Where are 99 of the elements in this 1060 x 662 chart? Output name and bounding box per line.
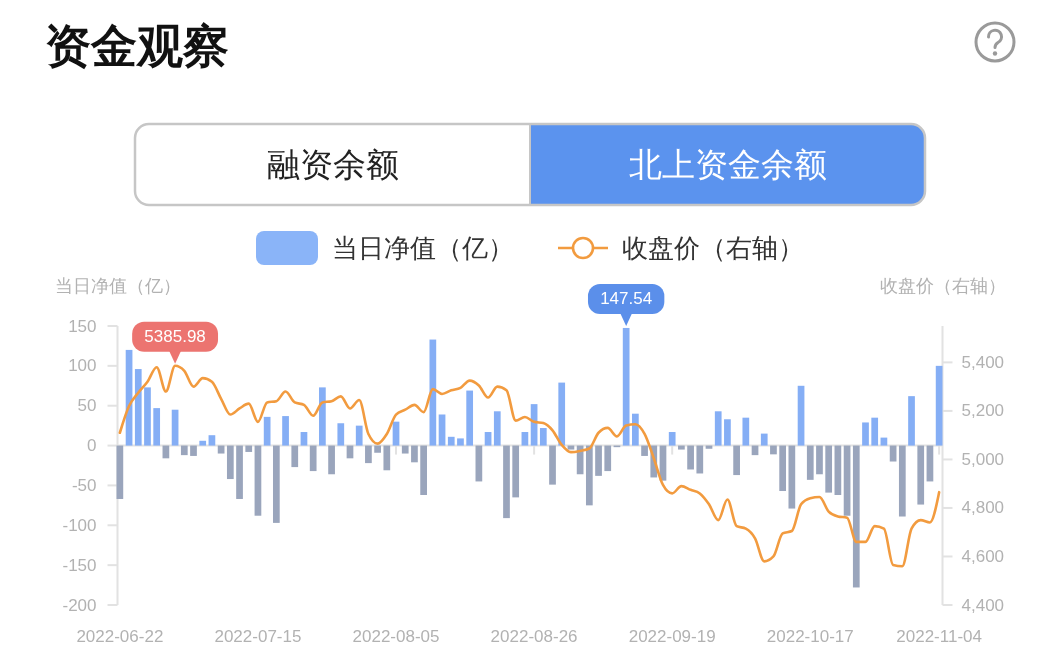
bar [549,445,556,485]
bar [401,445,409,454]
bar [300,432,308,446]
bar [447,436,455,446]
bar [457,438,464,446]
bar [208,435,216,446]
bar [668,432,676,446]
bar [935,365,943,446]
bar [862,422,869,446]
bar [180,445,188,456]
bar [429,339,437,446]
bar [898,445,906,517]
y-tick-label: 150 [68,316,97,336]
bar [760,433,768,446]
x-tick-label: 2022-08-26 [490,626,578,646]
bar [171,409,179,446]
x-tick-label: 2022-10-17 [766,626,854,646]
x-tick-label: 2022-11-04 [896,626,982,646]
y-axis-title: 当日净值（亿） [54,276,181,296]
bar [742,417,750,446]
bar [337,423,345,446]
y2-axis-title: 收盘价（右轴） [879,276,1006,296]
bar [558,382,566,446]
bar [503,445,510,519]
bar [319,387,326,446]
x-tick-label: 2022-06-22 [76,626,164,646]
bar [226,445,234,480]
bar [595,445,602,476]
bar [687,445,694,470]
bar [889,445,897,462]
bar [245,445,253,452]
bar [917,445,925,505]
bar [641,445,648,456]
bar [714,411,722,446]
bar [466,390,474,446]
bar [291,445,299,468]
bar [272,445,280,523]
chart-title: 资金观察 [45,20,229,72]
y-tick-label: -50 [71,475,97,495]
bar [328,445,335,475]
bar [825,445,833,493]
bar [788,445,796,509]
y-tick-label: 50 [77,396,97,416]
y2-tick-label: 5,200 [961,401,1005,421]
bar [493,411,501,446]
bar [383,445,391,471]
text: 北上资金余额 [628,146,827,183]
bar [797,385,805,446]
bar [236,445,243,499]
bar [374,445,381,453]
bar [696,445,704,474]
bar [190,445,197,456]
bar [678,445,685,450]
y-tick-label: -100 [62,515,97,535]
bar [806,445,814,480]
y-tick-label: -150 [62,555,97,575]
bar [770,445,777,455]
x-tick-label: 2022-09-19 [628,626,716,646]
bar [585,445,593,506]
data-label: 147.54 [600,289,653,309]
text: 融资余额 [266,146,399,183]
bar [779,445,787,492]
y2-tick-label: 4,600 [961,546,1005,566]
bar [153,408,161,446]
bar [411,445,418,463]
bar [871,417,879,446]
y-tick-label: 0 [87,436,97,456]
bar [365,445,372,464]
y2-tick-label: 5,000 [961,449,1005,469]
y-tick-label: -200 [62,595,97,615]
y2-tick-label: 5,400 [961,352,1005,372]
legend-label: 收盘价（右轴） [622,233,804,263]
x-tick-label: 2022-08-05 [352,626,440,646]
y-tick-label: 100 [68,356,97,376]
bar [733,445,740,476]
bar [521,432,529,446]
bar [134,369,142,446]
bar [199,440,207,446]
bar [484,432,492,446]
bar [282,416,289,446]
bar [263,416,271,446]
bar [539,428,547,446]
bar [816,445,823,475]
bar [604,445,612,472]
bar [355,425,363,446]
bar [724,419,731,446]
bar [908,396,915,446]
bar [512,445,520,498]
x-tick-label: 2022-07-15 [214,626,302,646]
bar [420,445,427,495]
y2-tick-label: 4,800 [961,498,1005,518]
bar [309,445,317,472]
bar [438,414,446,446]
bar [632,413,639,446]
bar [144,387,151,446]
bar [852,445,860,588]
data-label: 5385.98 [144,327,206,347]
legend-label: 当日净值（亿） [332,233,514,263]
y2-tick-label: 4,400 [961,595,1005,615]
